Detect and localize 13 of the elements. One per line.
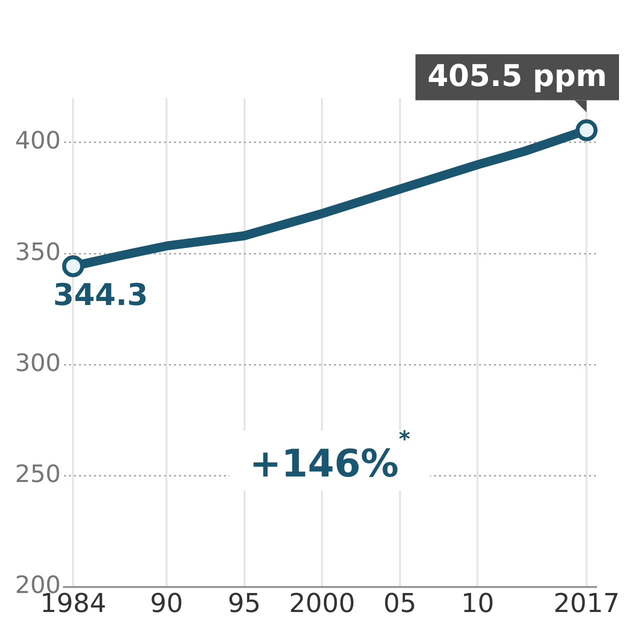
x-tick-label: 2000: [288, 589, 356, 620]
y-tick-label: 250: [14, 460, 61, 488]
x-tick-label: 2017: [553, 589, 620, 620]
annotation: +146%*: [249, 428, 411, 486]
x-tick-label: 05: [383, 589, 416, 620]
data-label: 344.3: [53, 278, 148, 313]
y-tick-label: 350: [14, 238, 61, 266]
x-tick-label: 95: [228, 589, 261, 620]
x-tick-label: 90: [150, 589, 184, 620]
x-tick-label: 10: [461, 589, 494, 620]
data-label: 405.5 ppm: [427, 59, 607, 94]
y-tick-label: 400: [14, 126, 61, 155]
y-tick-label: 300: [14, 348, 61, 377]
